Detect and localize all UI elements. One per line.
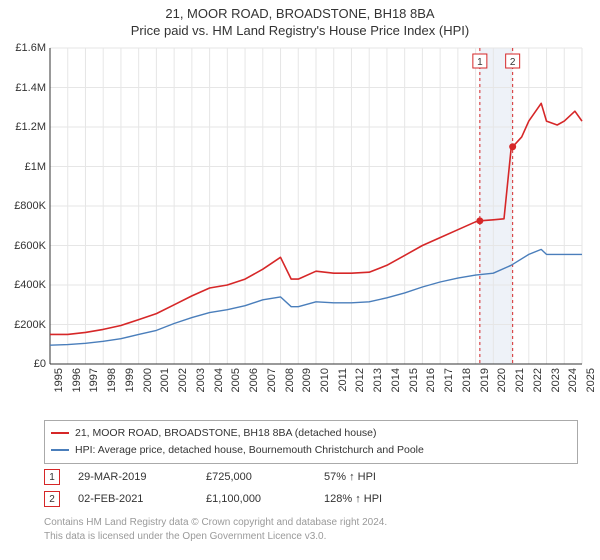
svg-text:1: 1 (477, 57, 483, 68)
x-axis-label: 2008 (284, 368, 296, 392)
legend-swatch (51, 449, 69, 451)
y-axis-label: £1.2M (15, 121, 46, 133)
price-chart: 12 £0£200K£400K£600K£800K£1M£1.2M£1.4M£1… (50, 48, 582, 364)
page-subtitle: Price paid vs. HM Land Registry's House … (0, 23, 600, 38)
chart-svg: 12 (50, 48, 582, 364)
marker-badge: 1 (44, 469, 60, 485)
x-axis-label: 2021 (514, 368, 526, 392)
y-axis-label: £1.6M (15, 42, 46, 54)
x-axis-label: 2011 (337, 368, 349, 392)
transaction-price: £1,100,000 (206, 493, 306, 505)
x-axis-label: 2017 (443, 368, 455, 392)
transaction-row: 2 02-FEB-2021 £1,100,000 128% ↑ HPI (44, 488, 424, 510)
legend-label: HPI: Average price, detached house, Bour… (75, 442, 424, 459)
x-axis-label: 2020 (496, 368, 508, 392)
x-axis-label: 1998 (106, 368, 118, 392)
x-axis-label: 1996 (71, 368, 83, 392)
transaction-date: 02-FEB-2021 (78, 493, 188, 505)
y-axis-label: £800K (14, 200, 46, 212)
x-axis-label: 2013 (372, 368, 384, 392)
x-axis-label: 2015 (408, 368, 420, 392)
legend-item-hpi: HPI: Average price, detached house, Bour… (51, 442, 571, 459)
x-axis-label: 2018 (461, 368, 473, 392)
x-axis-label: 2012 (354, 368, 366, 392)
y-axis-label: £1M (25, 161, 46, 173)
transaction-price: £725,000 (206, 471, 306, 483)
x-axis-label: 2004 (213, 368, 225, 392)
transaction-date: 29-MAR-2019 (78, 471, 188, 483)
x-axis-label: 2024 (567, 368, 579, 392)
x-axis-label: 2006 (248, 368, 260, 392)
x-axis-label: 1995 (53, 368, 65, 392)
transactions-table: 1 29-MAR-2019 £725,000 57% ↑ HPI 2 02-FE… (44, 466, 424, 510)
x-axis-label: 2005 (230, 368, 242, 392)
x-axis-label: 1997 (88, 368, 100, 392)
x-axis-label: 2001 (159, 368, 171, 392)
x-axis-label: 2025 (585, 368, 597, 392)
x-axis-label: 2007 (266, 368, 278, 392)
y-axis-label: £1.4M (15, 82, 46, 94)
x-axis-label: 2010 (319, 368, 331, 392)
footer-line: Contains HM Land Registry data © Crown c… (44, 516, 387, 530)
x-axis-label: 2016 (425, 368, 437, 392)
transaction-row: 1 29-MAR-2019 £725,000 57% ↑ HPI (44, 466, 424, 488)
footer-line: This data is licensed under the Open Gov… (44, 530, 387, 544)
legend-label: 21, MOOR ROAD, BROADSTONE, BH18 8BA (det… (75, 425, 377, 442)
x-axis-label: 2023 (550, 368, 562, 392)
legend: 21, MOOR ROAD, BROADSTONE, BH18 8BA (det… (44, 420, 578, 464)
transaction-pct: 128% ↑ HPI (324, 493, 424, 505)
footer-attribution: Contains HM Land Registry data © Crown c… (44, 516, 387, 543)
x-axis-label: 2014 (390, 368, 402, 392)
x-axis-label: 2000 (142, 368, 154, 392)
page-title: 21, MOOR ROAD, BROADSTONE, BH18 8BA (0, 6, 600, 21)
y-axis-label: £400K (14, 279, 46, 291)
x-axis-label: 1999 (124, 368, 136, 392)
transaction-pct: 57% ↑ HPI (324, 471, 424, 483)
y-axis-label: £600K (14, 240, 46, 252)
x-axis-label: 2003 (195, 368, 207, 392)
x-axis-label: 2019 (479, 368, 491, 392)
x-axis-label: 2002 (177, 368, 189, 392)
legend-item-property: 21, MOOR ROAD, BROADSTONE, BH18 8BA (det… (51, 425, 571, 442)
y-axis-label: £200K (14, 319, 46, 331)
legend-swatch (51, 432, 69, 434)
x-axis-label: 2009 (301, 368, 313, 392)
x-axis-label: 2022 (532, 368, 544, 392)
svg-text:2: 2 (510, 57, 516, 68)
y-axis-label: £0 (34, 358, 46, 370)
marker-badge: 2 (44, 491, 60, 507)
